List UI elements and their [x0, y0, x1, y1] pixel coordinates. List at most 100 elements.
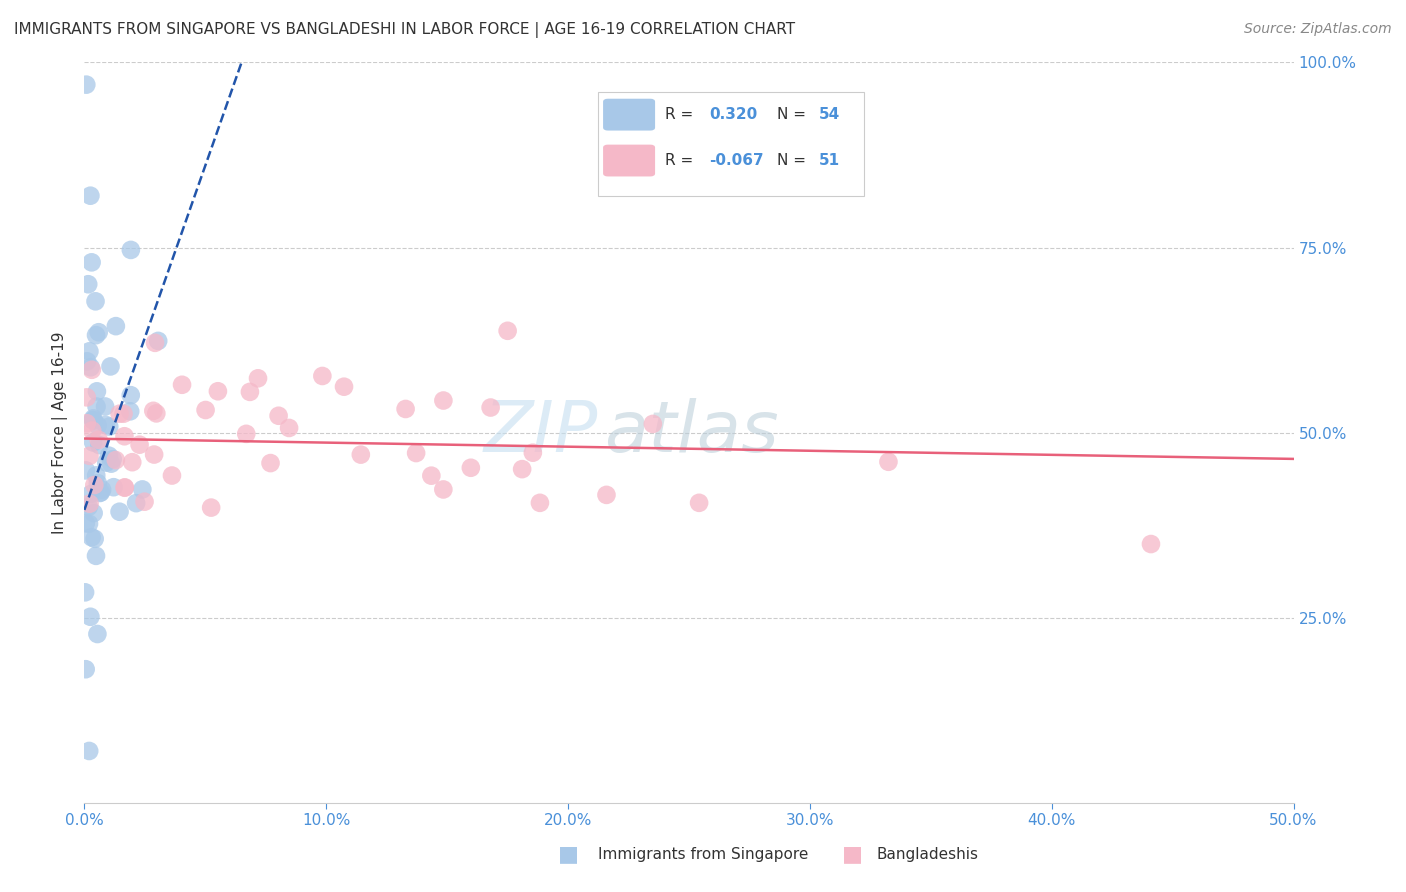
Point — [1140, 537, 1163, 551]
Point — [86, 627, 108, 641]
Point — [496, 324, 519, 338]
Text: R =: R = — [665, 153, 693, 169]
Point — [143, 335, 166, 350]
Point — [87, 325, 110, 339]
Point — [120, 243, 142, 257]
Point — [83, 506, 105, 520]
Point — [131, 483, 153, 497]
Point — [103, 480, 125, 494]
Point — [125, 496, 148, 510]
Point — [112, 407, 135, 421]
Point — [108, 407, 131, 421]
Point — [333, 380, 356, 394]
Point — [77, 516, 100, 531]
Point — [460, 460, 482, 475]
Point — [77, 500, 100, 514]
Text: 54: 54 — [818, 107, 839, 122]
Text: R =: R = — [665, 107, 693, 122]
Point — [259, 456, 281, 470]
Point — [405, 446, 427, 460]
Point — [87, 476, 110, 491]
Text: Bangladeshis: Bangladeshis — [876, 847, 979, 863]
Point — [83, 532, 105, 546]
Point — [75, 78, 97, 92]
Text: ■: ■ — [558, 845, 578, 864]
Point — [114, 429, 136, 443]
Point — [83, 478, 105, 492]
Point — [207, 384, 229, 399]
Point — [96, 456, 118, 470]
Point — [121, 455, 143, 469]
Text: -0.067: -0.067 — [710, 153, 763, 169]
Point — [79, 188, 101, 202]
Point — [267, 409, 290, 423]
Point — [80, 255, 103, 269]
Point — [89, 438, 111, 452]
Point — [80, 530, 103, 544]
Point — [86, 400, 108, 414]
Point — [143, 448, 166, 462]
Point — [688, 496, 710, 510]
Point — [194, 403, 217, 417]
Point — [595, 488, 617, 502]
Point — [97, 449, 120, 463]
Point — [100, 359, 122, 374]
Point — [148, 334, 170, 348]
Point — [98, 419, 121, 434]
Point — [200, 500, 222, 515]
Point — [79, 360, 101, 375]
Point — [432, 393, 454, 408]
Point — [80, 487, 103, 501]
Point — [108, 505, 131, 519]
Point — [120, 388, 142, 402]
Text: atlas: atlas — [605, 398, 779, 467]
Point — [432, 483, 454, 497]
Point — [76, 390, 98, 404]
Point — [142, 404, 165, 418]
Point — [114, 480, 136, 494]
Point — [247, 371, 270, 385]
Point — [170, 377, 193, 392]
Point — [877, 455, 900, 469]
Point — [90, 485, 112, 500]
Text: N =: N = — [778, 107, 806, 122]
Point — [128, 438, 150, 452]
Point — [86, 384, 108, 399]
Text: IMMIGRANTS FROM SINGAPORE VS BANGLADESHI IN LABOR FORCE | AGE 16-19 CORRELATION : IMMIGRANTS FROM SINGAPORE VS BANGLADESHI… — [14, 22, 796, 38]
FancyBboxPatch shape — [599, 92, 865, 195]
Point — [479, 401, 502, 415]
Point — [160, 468, 183, 483]
Point — [82, 411, 104, 425]
Point — [75, 662, 97, 676]
Text: N =: N = — [778, 153, 806, 169]
Point — [84, 549, 107, 563]
Point — [79, 497, 101, 511]
Point — [311, 368, 333, 383]
Text: 51: 51 — [818, 153, 839, 169]
Point — [75, 585, 97, 599]
Point — [101, 452, 124, 467]
Point — [76, 354, 98, 368]
Point — [84, 468, 107, 483]
Point — [104, 319, 127, 334]
Point — [87, 418, 110, 433]
Point — [394, 401, 416, 416]
Point — [641, 417, 664, 431]
Point — [104, 453, 127, 467]
Point — [75, 516, 97, 531]
FancyBboxPatch shape — [603, 145, 655, 177]
Point — [278, 421, 301, 435]
Point — [77, 744, 100, 758]
Point — [239, 384, 262, 399]
Point — [522, 445, 544, 459]
Text: Source: ZipAtlas.com: Source: ZipAtlas.com — [1244, 22, 1392, 37]
Point — [134, 494, 156, 508]
Point — [114, 481, 136, 495]
Point — [529, 496, 551, 510]
Point — [84, 328, 107, 343]
Point — [420, 468, 443, 483]
Point — [120, 404, 142, 418]
Point — [82, 413, 104, 427]
Point — [87, 433, 110, 447]
Point — [79, 609, 101, 624]
